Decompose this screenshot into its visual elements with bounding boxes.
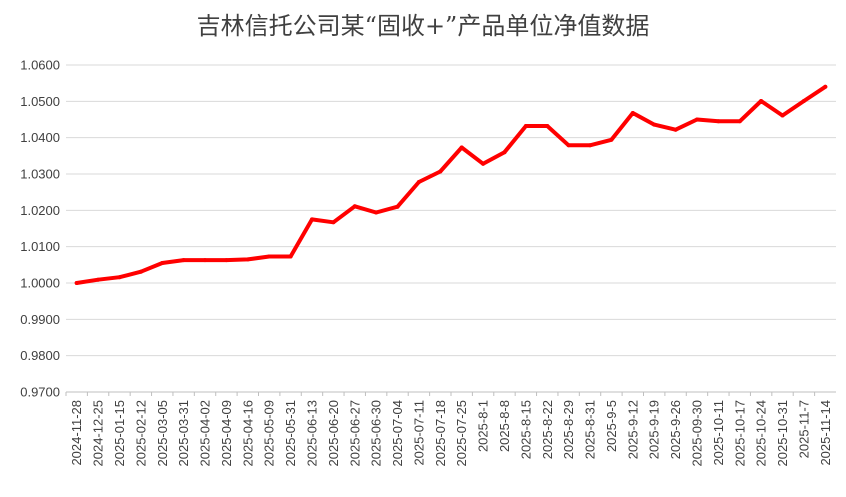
data-point — [160, 261, 165, 265]
data-point — [673, 127, 678, 132]
data-point — [416, 180, 421, 184]
data-point — [588, 143, 592, 148]
x-tick-label: 2025-07-04 — [390, 400, 405, 467]
data-point — [481, 161, 486, 166]
data-point — [288, 254, 293, 259]
x-tick-label: 2025-11-7 — [796, 400, 811, 458]
y-tick-label: 0.9900 — [20, 312, 60, 327]
data-point — [801, 99, 806, 103]
data-point — [224, 258, 229, 263]
data-point — [374, 210, 379, 215]
x-tick-label: 2025-10-24 — [754, 400, 769, 467]
x-tick-label: 2025-04-16 — [240, 400, 255, 467]
y-tick-label: 1.0600 — [20, 58, 60, 73]
x-tick-label: 2025-11-14 — [818, 400, 833, 466]
x-tick-label: 2025-07-11 — [411, 400, 426, 466]
data-point — [438, 169, 443, 174]
x-tick-label: 2025-07-18 — [433, 400, 448, 467]
x-tick-label: 2025-06-13 — [304, 400, 319, 467]
data-point — [502, 150, 507, 155]
data-point — [823, 84, 828, 89]
series-layer — [74, 84, 828, 285]
x-tick-label: 2025-10-11 — [711, 400, 726, 466]
data-point — [652, 122, 657, 127]
y-axis-tick-labels: 1.0600 1.0500 1.0400 1.0300 1.0200 1.0100 1.00… — [20, 58, 60, 400]
x-tick-label: 2025-01-15 — [112, 400, 127, 467]
data-point — [695, 117, 699, 122]
data-point — [96, 277, 101, 282]
x-tick-label: 2025-8-15 — [518, 400, 533, 459]
data-point — [780, 113, 785, 118]
x-tick-label: 2025-9-5 — [604, 400, 619, 452]
data-point — [716, 119, 721, 124]
x-tick-label: 2025-03-05 — [155, 400, 170, 467]
data-point — [181, 258, 186, 263]
y-tick-label: 1.0300 — [20, 167, 60, 182]
data-point — [609, 137, 614, 142]
x-tick-label: 2025-9-19 — [647, 400, 662, 459]
x-tick-label: 2025-07-25 — [454, 400, 469, 467]
data-point — [737, 119, 742, 124]
data-point — [566, 143, 571, 148]
data-point — [267, 254, 272, 259]
y-tick-label: 1.0500 — [20, 94, 60, 109]
x-tick-label: 2025-9-12 — [625, 400, 640, 459]
data-point — [630, 111, 635, 115]
x-tick-label: 2024-12-25 — [91, 400, 106, 467]
x-tick-label: 2025-8-22 — [540, 400, 555, 459]
y-tick-label: 0.9700 — [20, 385, 60, 400]
x-tick-label: 2025-8-8 — [497, 400, 512, 452]
y-tick-label: 1.0100 — [20, 239, 60, 254]
data-point — [331, 220, 336, 225]
data-point — [459, 145, 464, 150]
x-axis-tick-labels: 2024-11-28 2024-12-25 2025-01-15 2025-02-12… — [65, 392, 833, 467]
x-tick-label: 2025-8-31 — [583, 400, 598, 459]
data-point — [138, 269, 143, 274]
series-line-0 — [74, 84, 828, 285]
y-tick-label: 0.9800 — [20, 348, 60, 363]
x-tick-label: 2025-06-20 — [326, 400, 341, 467]
data-point — [245, 257, 250, 262]
x-tick-label: 2025-09-30 — [689, 400, 704, 467]
data-point — [117, 275, 122, 280]
y-tick-label: 1.0400 — [20, 130, 60, 145]
gridlines — [66, 64, 836, 393]
x-tick-label: 2025-04-09 — [219, 400, 234, 467]
data-point — [310, 217, 314, 222]
x-tick-label: 2025-9-26 — [668, 400, 683, 459]
data-point — [352, 204, 357, 209]
data-point — [395, 204, 400, 209]
x-tick-label: 2025-10-17 — [732, 400, 747, 467]
x-tick-label: 2025-02-12 — [133, 400, 148, 467]
x-tick-label: 2025-06-27 — [347, 400, 362, 467]
x-tick-label: 2025-04-02 — [198, 400, 213, 467]
x-tick-label: 2024-11-28 — [69, 400, 84, 466]
x-tick-label: 2025-06-30 — [369, 400, 384, 467]
x-tick-label: 2025-8-1 — [476, 400, 491, 452]
x-tick-label: 2025-05-09 — [262, 400, 277, 467]
data-point — [74, 281, 79, 285]
data-point — [759, 99, 764, 103]
x-tick-label: 2025-10-31 — [775, 400, 790, 467]
data-point — [545, 124, 550, 128]
y-tick-label: 1.0000 — [20, 276, 60, 291]
data-point — [203, 258, 207, 263]
x-tick-label: 2025-05-31 — [283, 400, 298, 467]
x-tick-label: 2025-03-31 — [176, 400, 191, 467]
y-tick-label: 1.0200 — [20, 203, 60, 218]
data-point — [523, 124, 528, 128]
x-tick-label: 2025-8-29 — [561, 400, 576, 459]
chart-title: 吉林信托公司某“固收+”产品单位净值数据 — [197, 12, 650, 40]
